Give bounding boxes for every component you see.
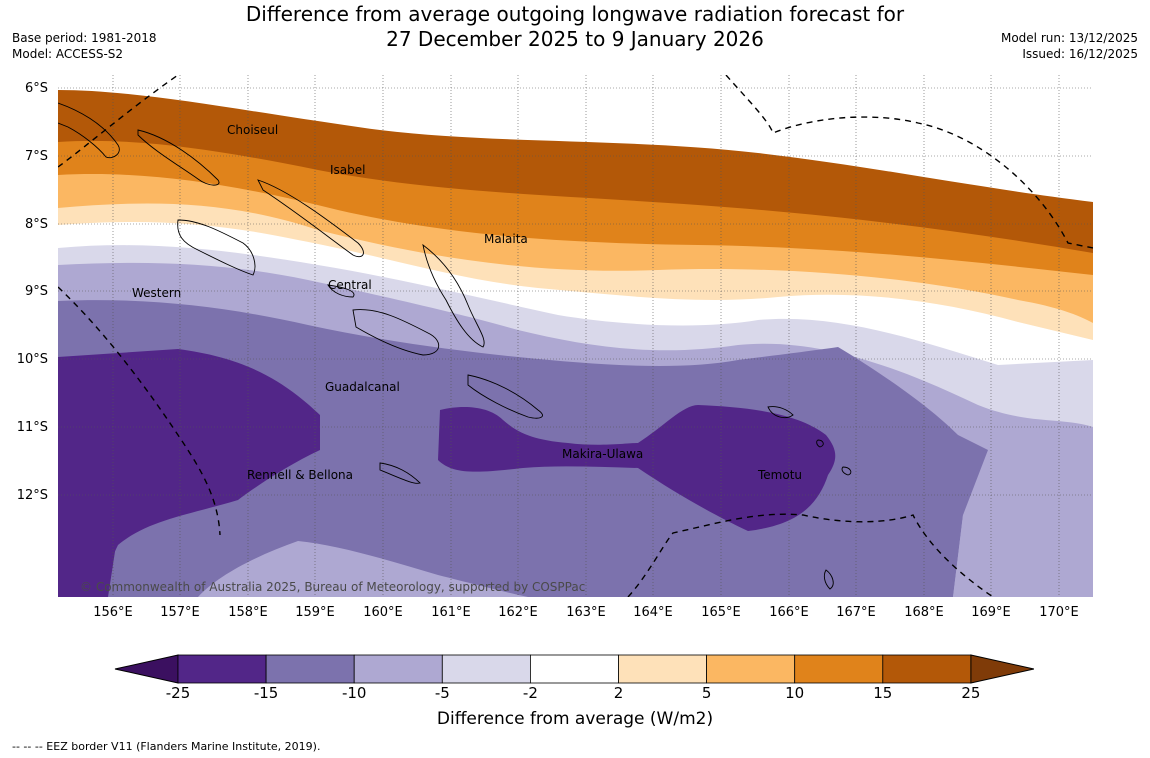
- copyright-notice: © Commonwealth of Australia 2025, Bureau…: [80, 580, 585, 594]
- colorbar-tick-label: 25: [961, 684, 981, 702]
- label-western: Western: [132, 286, 181, 300]
- colorbar-tick-label: -25: [165, 684, 191, 702]
- lon-label-156e: 156°E: [93, 605, 133, 620]
- label-makira-ulawa: Makira-Ulawa: [562, 447, 643, 461]
- island-utupua: [841, 466, 852, 476]
- meta-left: Base period: 1981-2018 Model: ACCESS-S2: [12, 30, 157, 62]
- colorbar-segment: [353, 654, 443, 684]
- base-period: Base period: 1981-2018: [12, 31, 157, 45]
- lon-label-169e: 169°E: [971, 605, 1011, 620]
- colorbar-tick-label: 5: [701, 684, 712, 702]
- label-guadalcanal: Guadalcanal: [325, 380, 400, 394]
- colorbar-tick-label: 15: [873, 684, 893, 702]
- colorbar: [114, 654, 1035, 684]
- colorbar-tick-label: -10: [341, 684, 367, 702]
- lat-label-6s: 6°S: [24, 81, 48, 96]
- colorbar-segment: [441, 654, 531, 684]
- island-vanikoro: [816, 439, 824, 448]
- lon-label-168e: 168°E: [904, 605, 944, 620]
- colorbar-segment: [794, 654, 884, 684]
- colorbar-segment: [618, 654, 707, 684]
- map-title: Difference from average outgoing longwav…: [0, 2, 1150, 52]
- lon-label-160e: 160°E: [363, 605, 403, 620]
- colorbar-segment: [529, 654, 619, 684]
- island-malaita: [422, 243, 485, 348]
- lon-label-161e: 161°E: [431, 605, 471, 620]
- place-labels: Choiseul Isabel Malaita Western Central …: [132, 123, 802, 482]
- lat-label-7s: 7°S: [24, 149, 48, 164]
- colorbar-title: Difference from average (W/m2): [436, 709, 714, 729]
- island-santa-cruz: [767, 406, 794, 419]
- core-makira: [438, 405, 836, 531]
- eez-footnote: -- -- -- EEZ border V11 (Flanders Marine…: [12, 740, 321, 753]
- lon-label-159e: 159°E: [295, 605, 335, 620]
- coastlines: [58, 102, 852, 590]
- meta-right: Model run: 13/12/2025 Issued: 16/12/2025: [1001, 30, 1138, 62]
- lat-label-12s: 12°S: [16, 488, 48, 503]
- title-line-2: 27 December 2025 to 9 January 2026: [386, 27, 764, 51]
- model-run: Model run: 13/12/2025: [1000, 31, 1138, 45]
- model-name: Model: ACCESS-S2: [12, 47, 124, 61]
- core-west: [58, 349, 320, 597]
- eez-border: [58, 75, 1093, 597]
- core-southwest: [58, 455, 118, 597]
- lon-label-157e: 157°E: [160, 605, 200, 620]
- label-rennell-bellona: Rennell & Bellona: [247, 468, 353, 482]
- label-isabel: Isabel: [330, 163, 365, 177]
- island-makira: [467, 374, 543, 419]
- lon-label-163e: 163°E: [566, 605, 606, 620]
- olr-anomaly-map: Choiseul Isabel Malaita Western Central …: [58, 75, 1093, 597]
- label-temotu: Temotu: [757, 468, 802, 482]
- lat-label-10s: 10°S: [16, 352, 48, 367]
- lon-label-162e: 162°E: [498, 605, 538, 620]
- colorbar-tick-label: 10: [785, 684, 805, 702]
- colorbar-segment: [882, 654, 972, 684]
- lon-label-158e: 158°E: [228, 605, 268, 620]
- lat-label-8s: 8°S: [24, 217, 48, 232]
- lat-label-9s: 9°S: [24, 284, 48, 299]
- colorbar-extend-high: [970, 654, 1035, 684]
- label-malaita: Malaita: [484, 232, 528, 246]
- colorbar-extend-low: [114, 654, 179, 684]
- lat-label-11s: 11°S: [16, 420, 48, 435]
- band-southeast-light: [953, 426, 1093, 597]
- island-choiseul: [137, 129, 220, 186]
- island-newgeorgia: [177, 219, 256, 276]
- lon-label-167e: 167°E: [836, 605, 876, 620]
- colorbar-segment: [706, 654, 796, 684]
- island-rennell: [379, 462, 421, 484]
- label-choiseul: Choiseul: [227, 123, 278, 137]
- island-southern: [823, 569, 834, 590]
- lon-label-170e: 170°E: [1039, 605, 1079, 620]
- label-central: Central: [328, 278, 372, 292]
- band-south-light: [198, 541, 528, 597]
- island-guadalcanal: [352, 309, 440, 356]
- colorbar-tick-label: -5: [434, 684, 450, 702]
- lon-label-164e: 164°E: [633, 605, 673, 620]
- title-line-1: Difference from average outgoing longwav…: [245, 2, 905, 26]
- colorbar-segments: [114, 654, 1035, 684]
- colorbar-tick-label: -2: [522, 684, 538, 702]
- colorbar-segment: [177, 654, 267, 684]
- island-bougainville: [58, 102, 120, 159]
- colorbar-segment: [265, 654, 355, 684]
- island-isabel: [257, 179, 364, 258]
- colorbar-tick-label: -15: [253, 684, 279, 702]
- lon-label-166e: 166°E: [769, 605, 809, 620]
- lon-label-165e: 165°E: [701, 605, 741, 620]
- issued-date: Issued: 16/12/2025: [1022, 47, 1138, 61]
- graticule: [58, 75, 1093, 597]
- island-russell: [327, 284, 355, 298]
- colorbar-tick-label: 2: [613, 684, 624, 702]
